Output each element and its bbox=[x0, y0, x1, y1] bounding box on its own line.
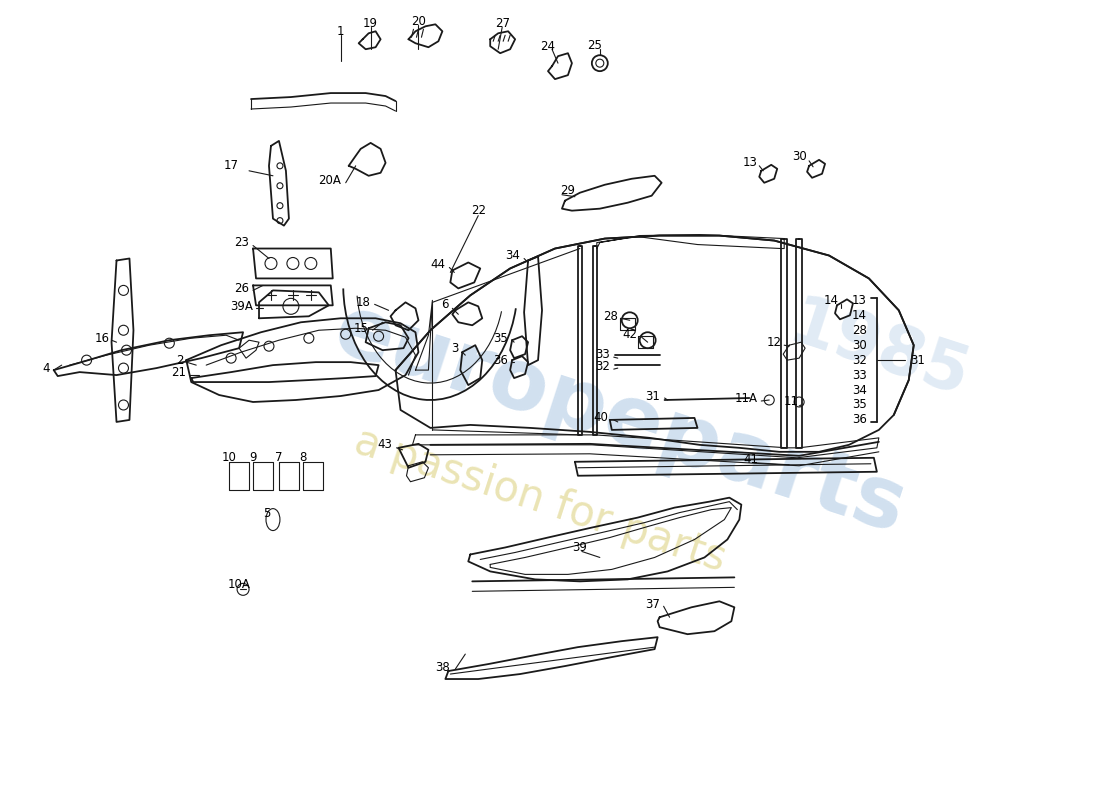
Text: 33: 33 bbox=[852, 369, 867, 382]
Text: 7: 7 bbox=[275, 451, 283, 464]
Text: 15: 15 bbox=[354, 322, 368, 334]
Text: 5: 5 bbox=[264, 507, 271, 520]
Text: 30: 30 bbox=[792, 150, 807, 163]
Text: 17: 17 bbox=[224, 159, 239, 172]
Text: 18: 18 bbox=[355, 296, 371, 309]
Text: 4: 4 bbox=[42, 362, 50, 374]
Text: 24: 24 bbox=[540, 40, 556, 53]
Text: 14: 14 bbox=[851, 309, 867, 322]
Text: 38: 38 bbox=[436, 661, 450, 674]
Text: 25: 25 bbox=[587, 38, 603, 52]
Text: 19: 19 bbox=[363, 17, 378, 30]
Text: 30: 30 bbox=[852, 338, 867, 352]
Text: 27: 27 bbox=[495, 17, 509, 30]
Text: 21: 21 bbox=[172, 366, 186, 378]
Text: 1: 1 bbox=[337, 25, 344, 38]
Text: 26: 26 bbox=[234, 282, 249, 295]
Text: 9: 9 bbox=[250, 451, 256, 464]
Text: 32: 32 bbox=[595, 360, 609, 373]
Text: 42: 42 bbox=[623, 328, 638, 341]
Text: 28: 28 bbox=[603, 310, 618, 322]
Text: 35: 35 bbox=[852, 398, 867, 411]
Text: 39A: 39A bbox=[230, 300, 253, 313]
Text: a passion for parts: a passion for parts bbox=[349, 420, 732, 580]
Text: 3: 3 bbox=[451, 342, 459, 354]
Text: 20A: 20A bbox=[318, 174, 341, 187]
Text: 14: 14 bbox=[824, 294, 839, 307]
Text: 32: 32 bbox=[852, 354, 867, 366]
Text: 34: 34 bbox=[852, 383, 867, 397]
Text: 8: 8 bbox=[299, 451, 307, 464]
Text: 13: 13 bbox=[852, 294, 867, 307]
Text: 13: 13 bbox=[742, 156, 757, 170]
Text: 1985: 1985 bbox=[780, 290, 977, 410]
Text: 29: 29 bbox=[560, 184, 575, 198]
Text: 23: 23 bbox=[234, 236, 249, 249]
Text: 39: 39 bbox=[572, 541, 587, 554]
Text: 35: 35 bbox=[494, 332, 508, 345]
Text: 6: 6 bbox=[441, 298, 449, 311]
Text: 37: 37 bbox=[645, 598, 660, 610]
Text: 2: 2 bbox=[176, 354, 184, 366]
Text: 20: 20 bbox=[411, 15, 426, 28]
Text: 28: 28 bbox=[852, 324, 867, 337]
Text: 11A: 11A bbox=[735, 391, 757, 405]
Text: 44: 44 bbox=[430, 258, 446, 271]
Text: 10: 10 bbox=[222, 451, 236, 464]
Text: 10A: 10A bbox=[228, 578, 251, 591]
Text: 36: 36 bbox=[493, 354, 508, 366]
Text: 34: 34 bbox=[505, 249, 520, 262]
Text: 22: 22 bbox=[471, 204, 486, 217]
Text: 12: 12 bbox=[767, 336, 781, 349]
Text: 40: 40 bbox=[593, 411, 608, 425]
Text: 41: 41 bbox=[744, 454, 759, 466]
Text: 11: 11 bbox=[784, 395, 799, 409]
Text: 33: 33 bbox=[595, 348, 609, 361]
Text: 31: 31 bbox=[910, 354, 925, 366]
Text: 16: 16 bbox=[95, 332, 110, 345]
Text: 31: 31 bbox=[645, 390, 660, 402]
Text: 36: 36 bbox=[852, 414, 867, 426]
Text: europeparts: europeparts bbox=[323, 288, 916, 551]
Text: 43: 43 bbox=[377, 438, 393, 451]
